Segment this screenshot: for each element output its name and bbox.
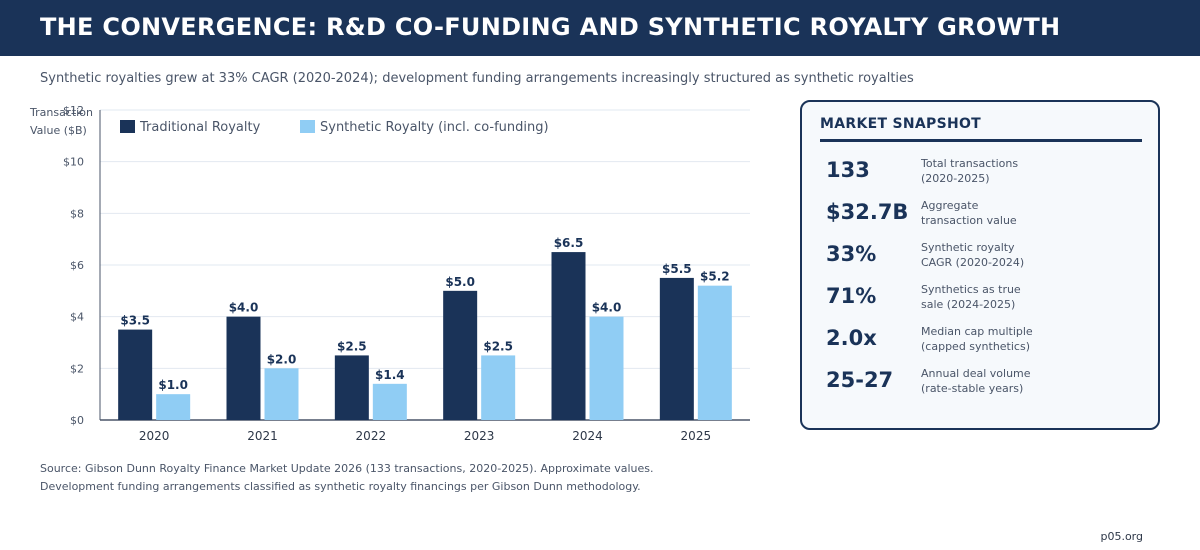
- page-subtitle: Synthetic royalties grew at 33% CAGR (20…: [40, 71, 914, 86]
- stat-description: Synthetic royalty CAGR (2020-2024): [921, 241, 1025, 269]
- x-tick-label: 2020: [139, 429, 170, 443]
- y-axis-label: Transaction: [29, 106, 93, 119]
- bar-traditional: [551, 252, 586, 420]
- source-note: Source: Gibson Dunn Royalty Finance Mark…: [40, 460, 654, 496]
- stat-synthetic-cagr: 33% Synthetic royalty CAGR (2020-2024): [826, 238, 1146, 278]
- data-label: $4.0: [592, 301, 622, 315]
- data-label: $3.5: [120, 314, 150, 328]
- x-tick-label: 2025: [681, 429, 712, 443]
- y-tick-label: $8: [70, 207, 84, 220]
- data-label: $4.0: [229, 301, 259, 315]
- bar-synthetic: [372, 383, 407, 420]
- stat-value: 25-27: [826, 368, 894, 392]
- data-label: $1.4: [375, 368, 405, 382]
- stat-total-transactions: 133 Total transactions (2020-2025): [826, 154, 1146, 194]
- stat-value: 133: [826, 158, 870, 182]
- y-axis-label: Value ($B): [30, 124, 87, 137]
- data-label: $2.5: [337, 339, 367, 353]
- stat-description: Synthetics as true sale (2024-2025): [921, 283, 1021, 311]
- data-label: $5.2: [700, 270, 730, 284]
- stat-description: Aggregate transaction value: [921, 199, 1017, 227]
- snapshot-title: MARKET SNAPSHOT: [820, 116, 982, 132]
- stat-description: Total transactions (2020-2025): [921, 157, 1019, 185]
- bar-traditional: [659, 277, 694, 420]
- y-tick-label: $4: [70, 311, 84, 324]
- bar-traditional: [334, 355, 369, 420]
- legend-label: Traditional Royalty: [139, 120, 261, 135]
- source-line-1: Source: Gibson Dunn Royalty Finance Mark…: [40, 462, 654, 475]
- data-label: $5.0: [445, 275, 475, 289]
- stat-value: 33%: [826, 242, 877, 266]
- stat-description: Annual deal volume (rate-stable years): [921, 367, 1031, 395]
- x-tick-label: 2022: [356, 429, 387, 443]
- source-line-2: Development funding arrangements classif…: [40, 480, 641, 493]
- legend-swatch: [120, 120, 135, 133]
- x-tick-label: 2023: [464, 429, 495, 443]
- y-tick-label: $0: [70, 414, 84, 427]
- bar-synthetic: [481, 355, 516, 420]
- y-tick-label: $10: [63, 156, 84, 169]
- bar-synthetic: [589, 316, 624, 420]
- y-tick-label: $6: [70, 259, 84, 272]
- snapshot-divider: [820, 139, 1142, 142]
- stat-description: Median cap multiple (capped synthetics): [921, 325, 1033, 353]
- stat-value: 71%: [826, 284, 877, 308]
- legend-swatch: [300, 120, 315, 133]
- bar-synthetic: [156, 394, 191, 420]
- data-label: $6.5: [554, 236, 584, 250]
- y-tick-label: $2: [70, 362, 84, 375]
- data-label: $5.5: [662, 262, 692, 276]
- page-title: THE CONVERGENCE: R&D CO-FUNDING AND SYNT…: [40, 13, 1061, 41]
- stat-true-sale-share: 71% Synthetics as true sale (2024-2025): [826, 280, 1146, 320]
- stat-value: 2.0x: [826, 326, 877, 350]
- y-tick-label: $12: [63, 104, 84, 117]
- x-tick-label: 2024: [572, 429, 603, 443]
- bar-traditional: [118, 329, 153, 420]
- bar-synthetic: [264, 368, 299, 420]
- bar-traditional: [443, 290, 478, 420]
- data-label: $2.5: [483, 339, 513, 353]
- bar-synthetic: [697, 285, 732, 420]
- legend-label: Synthetic Royalty (incl. co-funding): [320, 120, 549, 135]
- footer-brand: p05.org: [1100, 530, 1143, 543]
- stat-median-cap-multiple: 2.0x Median cap multiple (capped synthet…: [826, 322, 1146, 362]
- header-bar: THE CONVERGENCE: R&D CO-FUNDING AND SYNT…: [0, 0, 1200, 56]
- data-label: $1.0: [158, 378, 188, 392]
- x-tick-label: 2021: [247, 429, 278, 443]
- stat-annual-deal-volume: 25-27 Annual deal volume (rate-stable ye…: [826, 364, 1146, 404]
- data-label: $2.0: [267, 352, 297, 366]
- market-snapshot-panel: MARKET SNAPSHOT 133 Total transactions (…: [800, 100, 1160, 430]
- stat-value: $32.7B: [826, 200, 909, 224]
- bar-traditional: [226, 316, 261, 420]
- stat-aggregate-value: $32.7B Aggregate transaction value: [826, 196, 1146, 236]
